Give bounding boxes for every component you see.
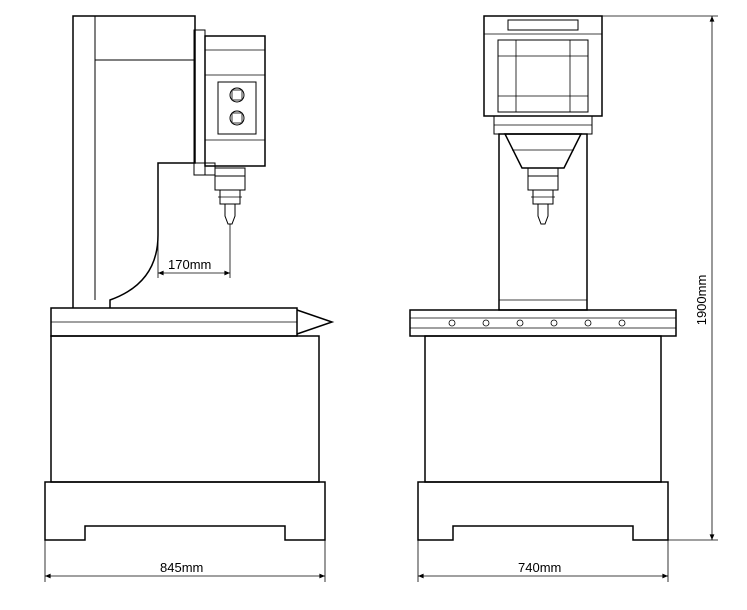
- dim-height-text: 1900mm: [694, 275, 709, 326]
- spindle-assembly: [215, 168, 245, 224]
- taper-housing: [505, 134, 581, 168]
- cabinet-front: [425, 336, 661, 482]
- head-cap: [508, 20, 578, 30]
- cabinet: [51, 336, 319, 482]
- knob-upper-sq: [232, 90, 242, 100]
- dim-throat-text: 170mm: [168, 257, 211, 272]
- head-inner: [498, 40, 588, 112]
- dim-side-base: 845mm: [45, 540, 325, 582]
- dim-side-base-text: 845mm: [160, 560, 203, 575]
- base-outline: [45, 482, 325, 540]
- knob-lower-sq: [232, 113, 242, 123]
- dim-front-base: 740mm: [418, 540, 668, 582]
- spindle-assembly-front: [528, 168, 558, 224]
- column: [499, 134, 587, 310]
- work-table: [410, 310, 676, 336]
- side-elevation: 170mm 845mm: [45, 16, 332, 582]
- right-bracket: [297, 310, 332, 334]
- head-front: [484, 16, 602, 116]
- dim-throat: 170mm: [158, 224, 230, 278]
- dim-height: 1900mm: [602, 16, 718, 540]
- dim-front-base-text: 740mm: [518, 560, 561, 575]
- base-outline-front: [418, 482, 668, 540]
- front-elevation: 740mm 1900mm: [410, 16, 718, 582]
- t-slots: [449, 320, 625, 326]
